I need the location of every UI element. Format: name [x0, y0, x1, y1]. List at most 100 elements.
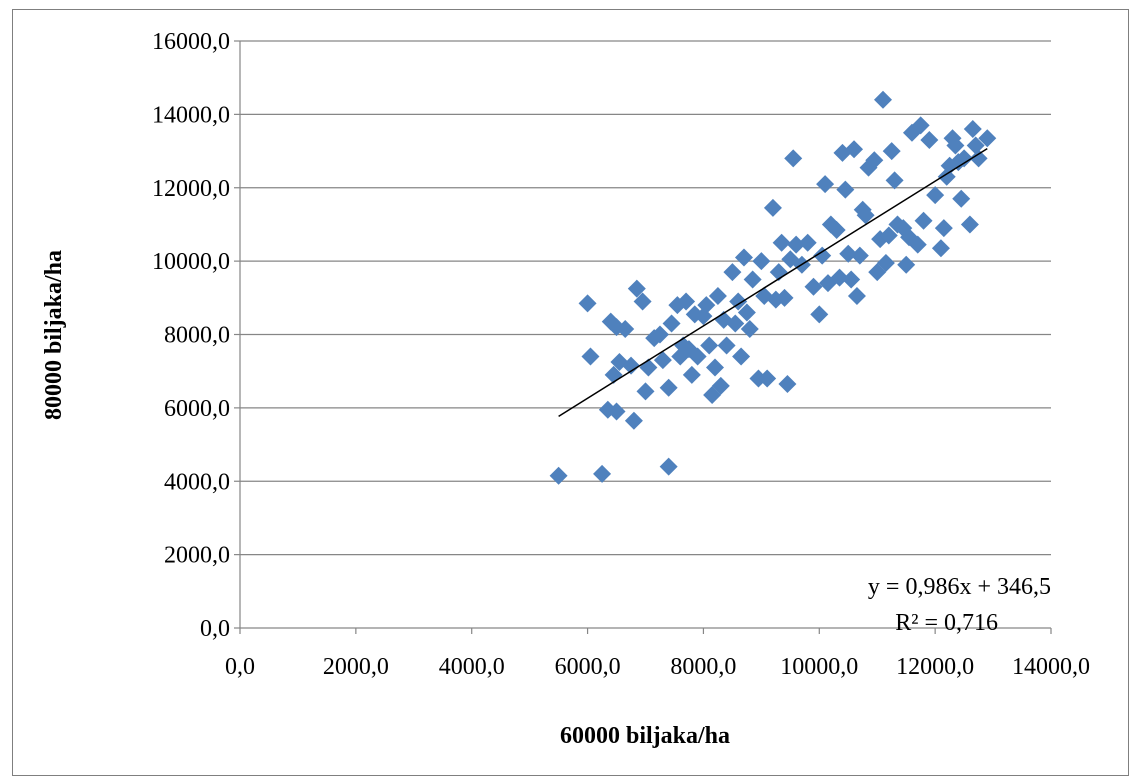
- data-point: [622, 356, 641, 375]
- data-point: [850, 246, 869, 265]
- y-tick-label: 0,0: [200, 616, 230, 642]
- data-point: [697, 296, 716, 315]
- data-point: [659, 378, 678, 397]
- data-point: [845, 140, 864, 159]
- y-tick-label: 8000,0: [164, 323, 230, 349]
- y-tick-label: 16000,0: [152, 29, 230, 55]
- y-axis-title: 80000 biljaka/ha: [41, 250, 67, 420]
- gridlines: [240, 40, 1051, 556]
- y-tick-label: 4000,0: [164, 469, 230, 495]
- data-point: [908, 235, 927, 254]
- trendline-group: [558, 148, 988, 417]
- data-point: [847, 286, 866, 305]
- data-point: [775, 288, 794, 307]
- chart-area: 0,0 2000,0 4000,0 6000,0 8000,0 10000,0 12000,…: [12, 9, 1129, 776]
- data-point: [729, 292, 748, 311]
- data-point: [816, 175, 835, 194]
- data-point: [784, 149, 803, 168]
- data-point: [711, 376, 730, 395]
- data-point: [827, 220, 846, 239]
- data-point: [960, 215, 979, 234]
- x-tick-label: 14000,0: [1012, 654, 1090, 680]
- data-point: [662, 314, 681, 333]
- data-point: [616, 319, 635, 338]
- data-point: [955, 149, 974, 168]
- data-point: [607, 402, 626, 421]
- data-point: [772, 233, 791, 252]
- data-point: [743, 270, 762, 289]
- data-point: [798, 233, 817, 252]
- data-point: [581, 347, 600, 366]
- data-point: [706, 358, 725, 377]
- data-point: [593, 464, 612, 483]
- data-point: [682, 365, 701, 384]
- data-point: [650, 325, 669, 344]
- data-point: [911, 116, 930, 135]
- trendline: [558, 148, 988, 417]
- x-tick-label: 10000,0: [780, 654, 858, 680]
- y-tick-label: 6000,0: [164, 396, 230, 422]
- y-tick-label: 2000,0: [164, 543, 230, 569]
- data-point: [963, 120, 982, 139]
- data-point: [969, 149, 988, 168]
- x-tick-label: 8000,0: [670, 654, 736, 680]
- data-point: [732, 347, 751, 366]
- data-point: [914, 211, 933, 230]
- data-point: [920, 131, 939, 150]
- data-point: [763, 198, 782, 217]
- data-point: [787, 235, 806, 254]
- data-point: [885, 171, 904, 190]
- y-tick-label: 12000,0: [152, 176, 230, 202]
- data-point: [723, 263, 742, 282]
- x-tick-label: 2000,0: [323, 654, 389, 680]
- data-point: [813, 246, 832, 265]
- data-point: [740, 319, 759, 338]
- data-point: [804, 277, 823, 296]
- data-point: [653, 351, 672, 370]
- data-point: [839, 244, 858, 263]
- data-point: [874, 90, 893, 109]
- data-point: [624, 411, 643, 430]
- x-tick-label: 6000,0: [555, 654, 621, 680]
- data-point: [934, 219, 953, 238]
- data-point: [659, 457, 678, 476]
- data-point: [897, 255, 916, 274]
- data-point: [810, 305, 829, 324]
- data-point: [952, 189, 971, 208]
- data-point: [758, 369, 777, 388]
- x-tick-label: 4000,0: [439, 654, 505, 680]
- data-point: [842, 270, 861, 289]
- trendline-r-squared: R² = 0,716: [895, 610, 998, 636]
- axes: 0,0 2000,0 4000,0 6000,0 8000,0 10000,0 12000,…: [152, 29, 1090, 680]
- data-point: [926, 186, 945, 205]
- data-point: [752, 252, 771, 271]
- trendline-equation: y = 0,986x + 346,5: [868, 574, 1051, 600]
- data-point: [778, 375, 797, 394]
- data-point: [879, 226, 898, 245]
- data-point: [726, 314, 745, 333]
- data-point: [627, 279, 646, 298]
- data-point: [717, 336, 736, 355]
- data-point: [636, 382, 655, 401]
- data-point: [708, 286, 727, 305]
- data-point: [700, 336, 719, 355]
- data-points: [549, 90, 997, 485]
- y-tick-label: 14000,0: [152, 102, 230, 128]
- x-axis-title: 60000 biljaka/ha: [560, 723, 730, 749]
- data-point: [549, 466, 568, 485]
- data-point: [882, 142, 901, 161]
- data-point: [737, 303, 756, 322]
- x-tick-label: 12000,0: [896, 654, 974, 680]
- data-point: [734, 248, 753, 267]
- data-point: [836, 180, 855, 199]
- data-point: [639, 358, 658, 377]
- y-tick-label: 10000,0: [152, 249, 230, 275]
- data-point: [946, 136, 965, 155]
- data-point: [865, 151, 884, 170]
- data-point: [856, 206, 875, 225]
- data-point: [978, 129, 997, 148]
- data-point: [931, 239, 950, 258]
- data-point: [688, 347, 707, 366]
- data-point: [578, 294, 597, 313]
- data-point: [966, 136, 985, 155]
